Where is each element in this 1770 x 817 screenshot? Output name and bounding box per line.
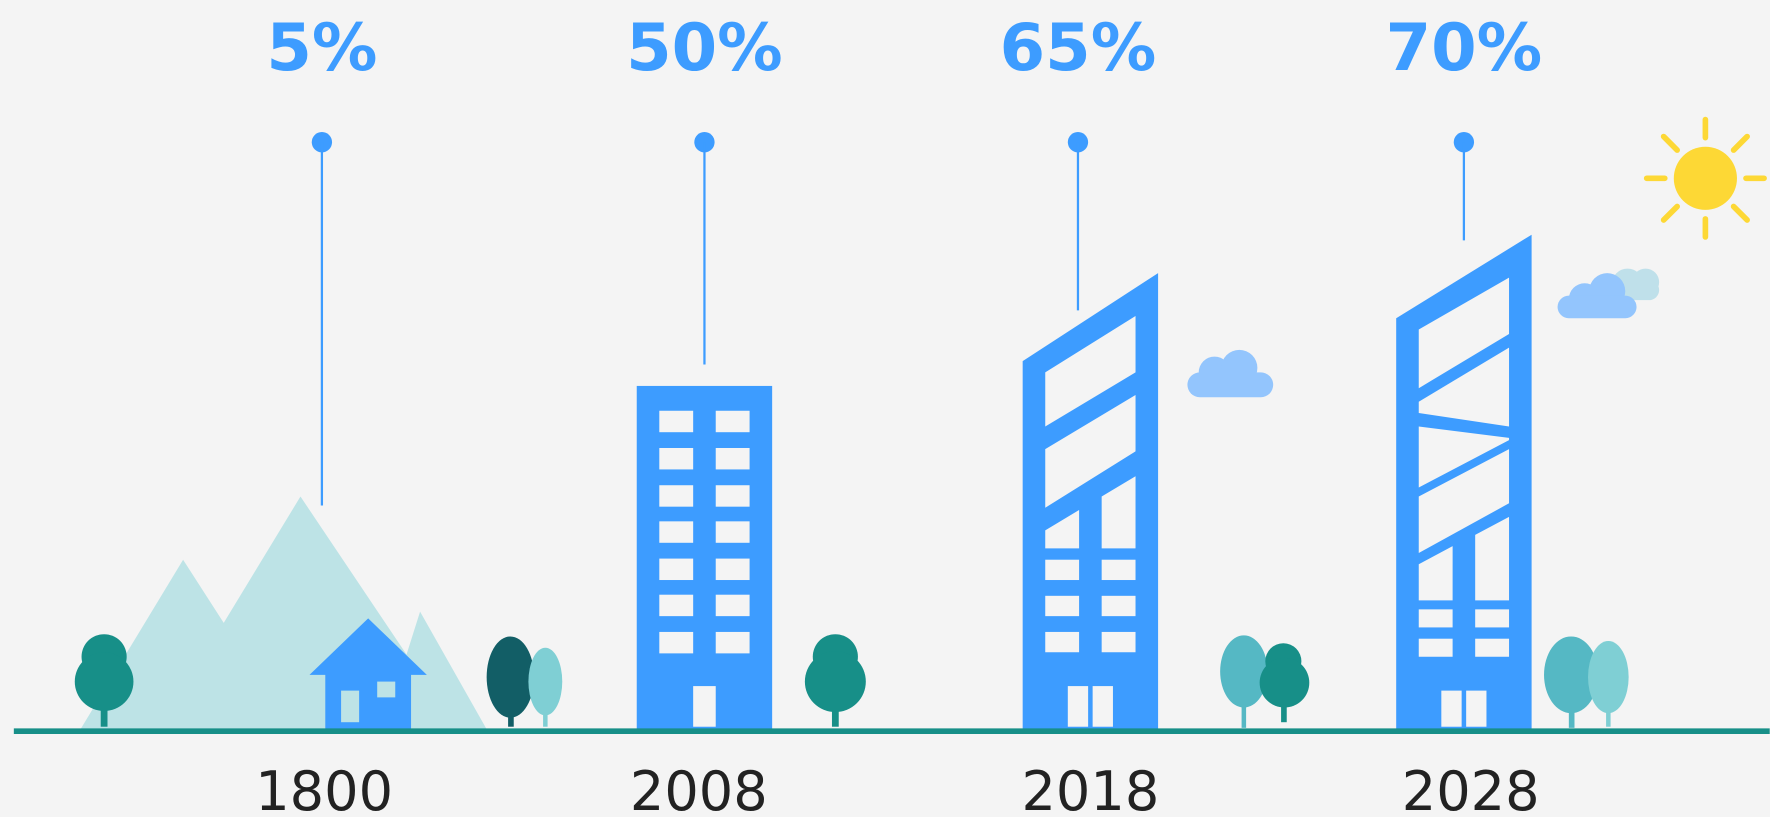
percent-label: 5% xyxy=(266,10,377,86)
building-2018 xyxy=(1022,273,1159,732)
year-label: 2018 xyxy=(1021,760,1159,817)
building-2008 xyxy=(636,385,773,732)
sun xyxy=(1643,116,1767,240)
trees xyxy=(74,634,1629,728)
clouds xyxy=(1187,268,1660,398)
year-label: 1800 xyxy=(255,760,393,817)
pins xyxy=(311,132,1475,506)
percent-label: 50% xyxy=(626,10,783,86)
year-label: 2028 xyxy=(1402,760,1540,817)
building-2028 xyxy=(1396,234,1532,732)
percent-label: 65% xyxy=(1000,10,1157,86)
year-label: 2008 xyxy=(630,760,768,817)
house xyxy=(309,618,427,732)
percent-label: 70% xyxy=(1386,10,1543,86)
